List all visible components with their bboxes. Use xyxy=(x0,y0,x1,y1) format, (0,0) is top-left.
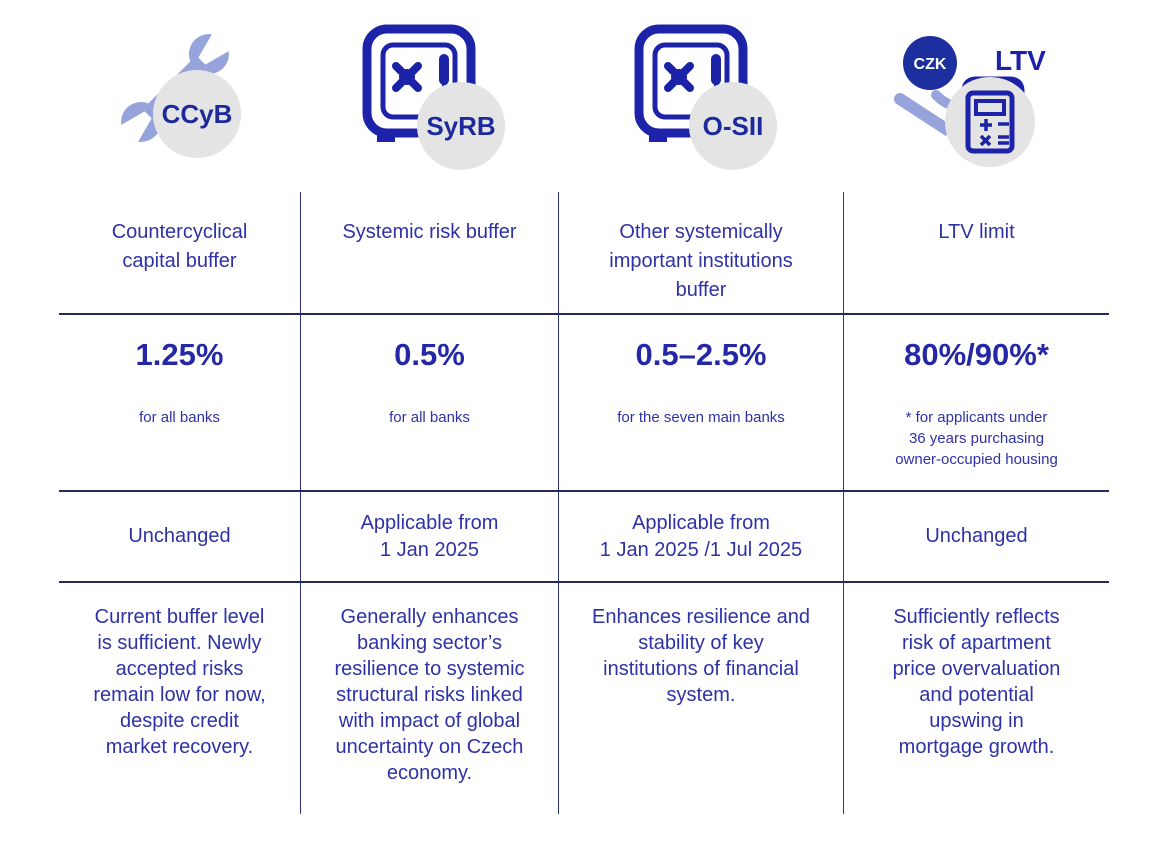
osii-value: 0.5–2.5% xyxy=(635,337,767,372)
syrb-value-cell: 0.5% for all banks xyxy=(301,315,559,490)
osii-badge-label: O-SII xyxy=(702,111,763,141)
ccyb-description: Current buffer level is sufficient. Newl… xyxy=(59,583,301,814)
ltv-value-cell: 80%/90%* * for applicants under 36 years… xyxy=(844,315,1109,490)
ccyb-badge-circle xyxy=(153,70,241,158)
calculator-icon xyxy=(965,90,1014,154)
safe-icon: O-SII xyxy=(634,24,777,170)
osii-status: Applicable from 1 Jan 2025 /1 Jul 2025 xyxy=(559,492,844,581)
ltv-title: LTV limit xyxy=(938,221,1015,243)
safe-icon: SyRB xyxy=(362,24,505,170)
syrb-description: Generally enhances banking sector’s resi… xyxy=(301,583,559,814)
ccyb-value: 1.25% xyxy=(135,337,224,372)
ltv-status: Unchanged xyxy=(925,525,1028,547)
osii-badge-circle xyxy=(688,82,777,170)
instruments-table: CCyB SyRB xyxy=(59,0,1109,814)
syrb-badge-circle xyxy=(417,82,505,170)
values-row: 1.25% for all banks 0.5% for all banks 0… xyxy=(59,315,1109,492)
ltv-value: 80%/90%* xyxy=(904,337,1049,372)
czk-coin-label: CZK xyxy=(913,56,946,73)
osii-title: Other systemically important institution… xyxy=(559,192,844,313)
ccyb-badge-label: CCyB xyxy=(162,99,233,129)
ccyb-status: Unchanged xyxy=(59,492,301,581)
ccyb-note: for all banks xyxy=(139,409,220,426)
ltv-note: * for applicants under 36 years purchasi… xyxy=(895,409,1058,468)
titles-row: Countercyclical capital buffer Systemic … xyxy=(59,192,1109,315)
ltv-icon-cell: CZK LTV xyxy=(844,0,1109,192)
czk-coin xyxy=(902,36,957,90)
status-row: Unchanged Applicable from 1 Jan 2025 App… xyxy=(59,492,1109,583)
osii-icon-cell: O-SII xyxy=(559,0,844,192)
syrb-value: 0.5% xyxy=(394,337,465,372)
ltv-label: LTV xyxy=(995,45,1046,76)
syrb-title: Systemic risk buffer xyxy=(301,192,559,313)
osii-value-cell: 0.5–2.5% for the seven main banks xyxy=(559,315,844,490)
hand-coin-calculator-icon: CZK LTV xyxy=(893,36,1046,167)
syrb-icon-cell: SyRB xyxy=(301,0,559,192)
osii-note: for the seven main banks xyxy=(617,409,785,426)
ccyb-icon-cell: CCyB xyxy=(59,0,301,192)
wrench-icon: CCyB xyxy=(114,27,241,158)
syrb-note: for all banks xyxy=(389,409,470,426)
syrb-badge-label: SyRB xyxy=(426,111,495,141)
osii-description: Enhances resilience and stability of key… xyxy=(559,583,844,814)
syrb-status: Applicable from 1 Jan 2025 xyxy=(301,492,559,581)
icons-row: CCyB SyRB xyxy=(59,0,1109,192)
descriptions-row: Current buffer level is sufficient. Newl… xyxy=(59,583,1109,814)
ltv-description: Sufficiently reflects risk of apartment … xyxy=(892,606,1061,758)
ccyb-title: Countercyclical capital buffer xyxy=(59,192,301,313)
ccyb-value-cell: 1.25% for all banks xyxy=(59,315,301,490)
